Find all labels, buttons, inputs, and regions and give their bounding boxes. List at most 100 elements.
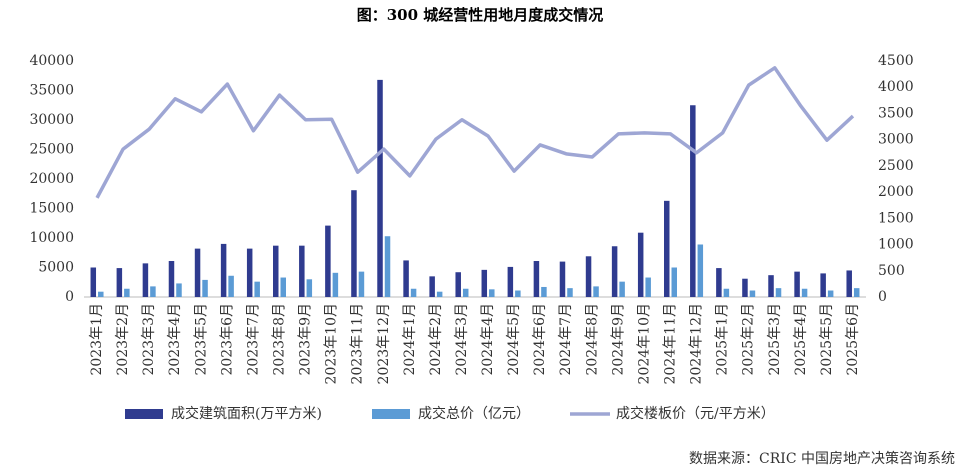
y2-tick-label: 3000 [878, 132, 914, 148]
bar [116, 268, 123, 297]
x-tick-label: 2024年2月 [428, 303, 444, 376]
x-tick-label: 2024年7月 [558, 303, 574, 376]
x-tick-label: 2023年12月 [376, 303, 392, 384]
x-tick-label: 2024年4月 [480, 303, 496, 376]
bar [585, 256, 592, 297]
x-tick-label: 2024年10月 [636, 303, 652, 384]
bar [723, 288, 730, 297]
bar [671, 267, 677, 297]
bar [403, 260, 409, 297]
bar [280, 277, 286, 297]
y2-tick-label: 0 [878, 289, 887, 305]
bar [429, 276, 435, 297]
x-tick-label: 2023年5月 [193, 303, 209, 376]
x-tick-label: 2023年10月 [324, 303, 340, 384]
bar [168, 261, 175, 297]
bar [176, 283, 182, 297]
x-tick-label: 2023年7月 [245, 303, 261, 376]
x-tick-label: 2023年9月 [298, 303, 314, 376]
bar [228, 275, 234, 297]
y2-tick-label: 2500 [878, 158, 914, 174]
y2-tick-label: 4000 [878, 79, 914, 95]
bar [254, 281, 260, 297]
source-note: 数据来源：CRIC 中国房地产决策咨询系统 [689, 450, 955, 467]
bar [768, 275, 774, 297]
bar [150, 286, 156, 297]
bar [489, 289, 495, 297]
legend-label: 成交楼板价（元/平方米） [616, 405, 775, 422]
bar [410, 288, 417, 297]
bar [481, 269, 488, 297]
bar [697, 244, 704, 297]
bar [846, 270, 852, 297]
y-tick-label: 10000 [29, 230, 74, 246]
bar [142, 263, 149, 297]
bar [332, 272, 339, 297]
x-tick-label: 2024年11月 [663, 303, 679, 384]
x-tick-label: 2023年4月 [167, 303, 183, 376]
bar [593, 286, 599, 297]
y2-tick-label: 2000 [878, 184, 914, 200]
bar [645, 277, 651, 297]
x-tick-label: 2025年5月 [819, 303, 835, 376]
y-tick-label: 30000 [29, 112, 74, 128]
x-tick-label: 2025年2月 [741, 303, 757, 376]
bar [325, 225, 331, 297]
bar [541, 286, 547, 297]
y2-tick-label: 1500 [878, 210, 914, 226]
x-tick-label: 2025年3月 [767, 303, 783, 376]
legend-label: 成交总价（亿元） [418, 405, 530, 422]
bar [246, 248, 253, 297]
bar [742, 278, 748, 297]
x-tick-label: 2023年6月 [219, 303, 235, 376]
y-tick-label: 5000 [38, 260, 74, 276]
bar [507, 266, 514, 297]
bar [384, 236, 391, 297]
x-tick-label: 2024年9月 [610, 303, 626, 376]
bar [533, 261, 540, 297]
bar [358, 271, 365, 297]
x-tick-label: 2025年6月 [845, 303, 861, 376]
bar [637, 232, 644, 297]
bar [611, 246, 618, 297]
x-tick-label: 2023年11月 [350, 303, 366, 384]
x-tick-label: 2023年2月 [115, 303, 131, 376]
bar [124, 288, 130, 297]
x-tick-label: 2023年3月 [141, 303, 157, 376]
y-tick-label: 25000 [29, 142, 74, 158]
bar [664, 200, 670, 297]
y-tick-label: 20000 [29, 171, 74, 187]
bar [351, 190, 357, 297]
bar [567, 288, 573, 297]
y-tick-label: 40000 [29, 53, 74, 69]
x-tick-label: 2024年5月 [506, 303, 522, 376]
y-tick-label: 15000 [29, 201, 74, 217]
bar [515, 290, 521, 297]
x-tick-label: 2023年1月 [89, 303, 105, 376]
bar [202, 279, 208, 297]
y-tick-label: 35000 [29, 83, 74, 99]
bar [690, 105, 696, 297]
bar [220, 243, 227, 297]
y2-tick-label: 4500 [878, 53, 914, 69]
x-tick-label: 2024年6月 [532, 303, 548, 376]
bar [559, 261, 566, 297]
bar [794, 271, 800, 297]
y-tick-label: 0 [65, 289, 74, 305]
bar [273, 245, 279, 297]
bar [90, 267, 97, 297]
x-tick-label: 2024年8月 [584, 303, 600, 376]
bar [716, 268, 722, 297]
bar [436, 291, 443, 297]
legend-swatch [125, 409, 163, 419]
bar [820, 273, 826, 297]
bar [853, 288, 860, 297]
legend-swatch [372, 409, 410, 419]
bar [194, 248, 201, 297]
bar [749, 290, 756, 297]
x-tick-label: 2024年3月 [454, 303, 470, 376]
bar [775, 288, 782, 297]
x-tick-label: 2023年8月 [272, 303, 288, 376]
bar [299, 245, 305, 297]
